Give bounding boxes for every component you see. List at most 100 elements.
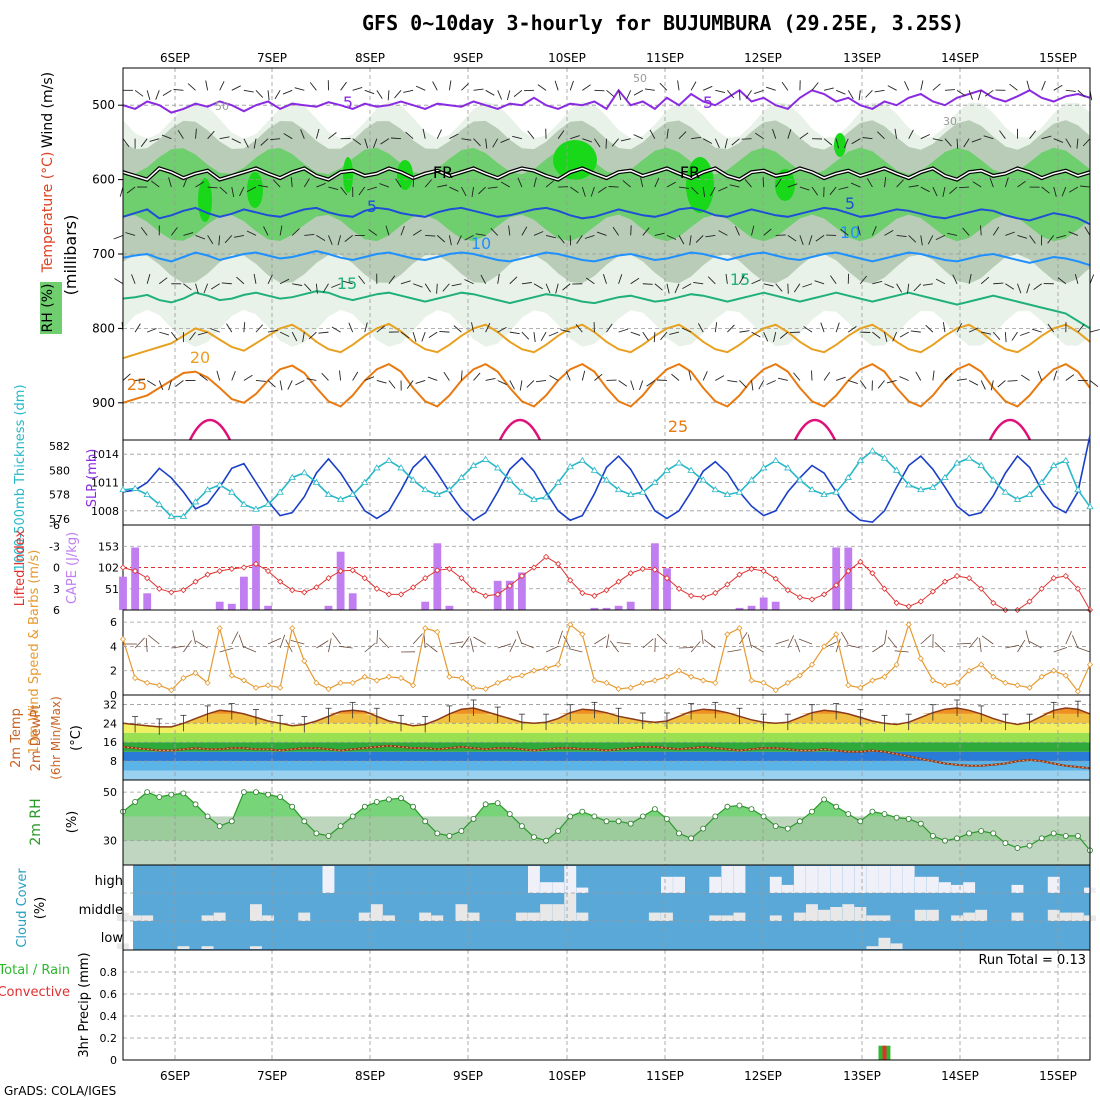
rh2m-marker [905, 816, 912, 822]
wind-barb [570, 135, 580, 140]
wind-barb [848, 380, 858, 385]
wind-barb [255, 90, 264, 98]
cloud-bar [890, 943, 903, 949]
rh2m-marker [930, 833, 936, 839]
wind10-marker [252, 684, 260, 691]
wind-barb [715, 89, 726, 94]
ylabel-temperature: Temperature (°C) [40, 152, 56, 274]
wind-barb [654, 232, 665, 236]
thickness-marker [699, 476, 707, 483]
wind-barb [364, 138, 369, 149]
wind-barb [509, 331, 520, 335]
wind-barb [400, 225, 405, 236]
thickness-marker [639, 488, 647, 495]
li-marker [833, 582, 840, 589]
wind-barb [114, 278, 124, 285]
x-tick-label-top: 15SEP [1039, 51, 1077, 65]
cape-bar [602, 607, 611, 610]
wind-barb [300, 129, 305, 139]
wind-barb [135, 379, 146, 381]
cloud-bar [528, 866, 540, 893]
wind-barb-10m [616, 642, 631, 645]
wind-barb [279, 278, 290, 285]
wind-barb [131, 274, 136, 284]
wind10-marker [724, 631, 731, 638]
wind-barb [415, 380, 426, 384]
thickness-marker [518, 488, 526, 495]
thickness-marker [554, 478, 562, 485]
wind-barb [727, 324, 735, 333]
wind-barb [471, 186, 474, 197]
wind-barb [703, 85, 713, 91]
wind-barb [681, 327, 692, 333]
wind-barb [521, 226, 528, 236]
wind-barb [1061, 186, 1067, 197]
rh2m-marker [519, 823, 525, 829]
ylabel-rh2m-a: 2m RH [28, 798, 44, 845]
cape-tick: 51 [105, 583, 119, 596]
wind-barb [177, 129, 184, 139]
thickness-marker [385, 456, 393, 464]
rh2m-marker [156, 794, 163, 800]
wind-barb [886, 380, 897, 384]
wind-barb-10m [171, 645, 186, 649]
cape-tick: 102 [98, 562, 119, 575]
wind-barb [183, 177, 188, 188]
rh2m-marker [772, 823, 779, 829]
x-tick-label-bottom: 14SEP [941, 1069, 979, 1083]
li-marker [929, 588, 936, 595]
wind-barb [569, 80, 574, 91]
wind-barb [218, 235, 221, 246]
wind-barb [422, 128, 426, 139]
li-marker [941, 578, 949, 585]
wind-barb [122, 138, 130, 147]
li-marker [132, 567, 139, 575]
li-marker [917, 598, 924, 605]
rh2m-marker [833, 803, 840, 810]
wind-barb [322, 283, 329, 293]
li-marker [736, 571, 743, 578]
wind-barb [451, 283, 462, 287]
wind-barb [368, 229, 378, 236]
wind-barb [331, 326, 341, 333]
temp-band [123, 751, 1090, 762]
cloud-bg [133, 865, 1090, 950]
wind-barb [581, 186, 586, 197]
precip-tick: 0.6 [100, 988, 118, 1001]
wind-barb [830, 275, 837, 285]
li-marker [1026, 598, 1033, 605]
cloud-bar [673, 876, 685, 893]
wind-barb [554, 80, 559, 91]
wind-barb [884, 230, 894, 236]
wind-barb [666, 181, 676, 188]
rh2m-marker [966, 830, 972, 837]
slp-tick: 1008 [91, 505, 119, 518]
y-tick-label: 800 [92, 321, 115, 335]
wind-barb [884, 177, 887, 188]
contour-label: 15 [337, 274, 357, 293]
wind-barb [835, 89, 846, 95]
rh-area-max [834, 133, 846, 157]
wind-barb [492, 138, 499, 148]
wind-barb [763, 331, 769, 342]
thickness-marker [759, 464, 768, 471]
isotherm-line [122, 362, 1091, 408]
dewpt-line [122, 745, 1091, 769]
wind-barb [517, 177, 523, 188]
wind-barb [527, 130, 535, 139]
wind-barb-10m [328, 638, 332, 653]
wind-barb [134, 323, 141, 333]
wind-barb [364, 322, 368, 333]
li-tick: 0 [53, 562, 60, 575]
rh2m-tick: 50 [103, 786, 117, 799]
isotherm-freezing-inner [122, 167, 1091, 181]
rh2m-marker [724, 803, 731, 810]
wind-barb-10m [338, 645, 353, 649]
footer-credit: GrADS: COLA/IGES [4, 1084, 116, 1098]
cloud-bar [709, 915, 722, 921]
wind10-marker [397, 674, 405, 682]
li-marker [180, 587, 187, 594]
li-marker [144, 575, 151, 582]
wind10-marker [1026, 684, 1033, 691]
rh2m-marker [869, 808, 876, 815]
